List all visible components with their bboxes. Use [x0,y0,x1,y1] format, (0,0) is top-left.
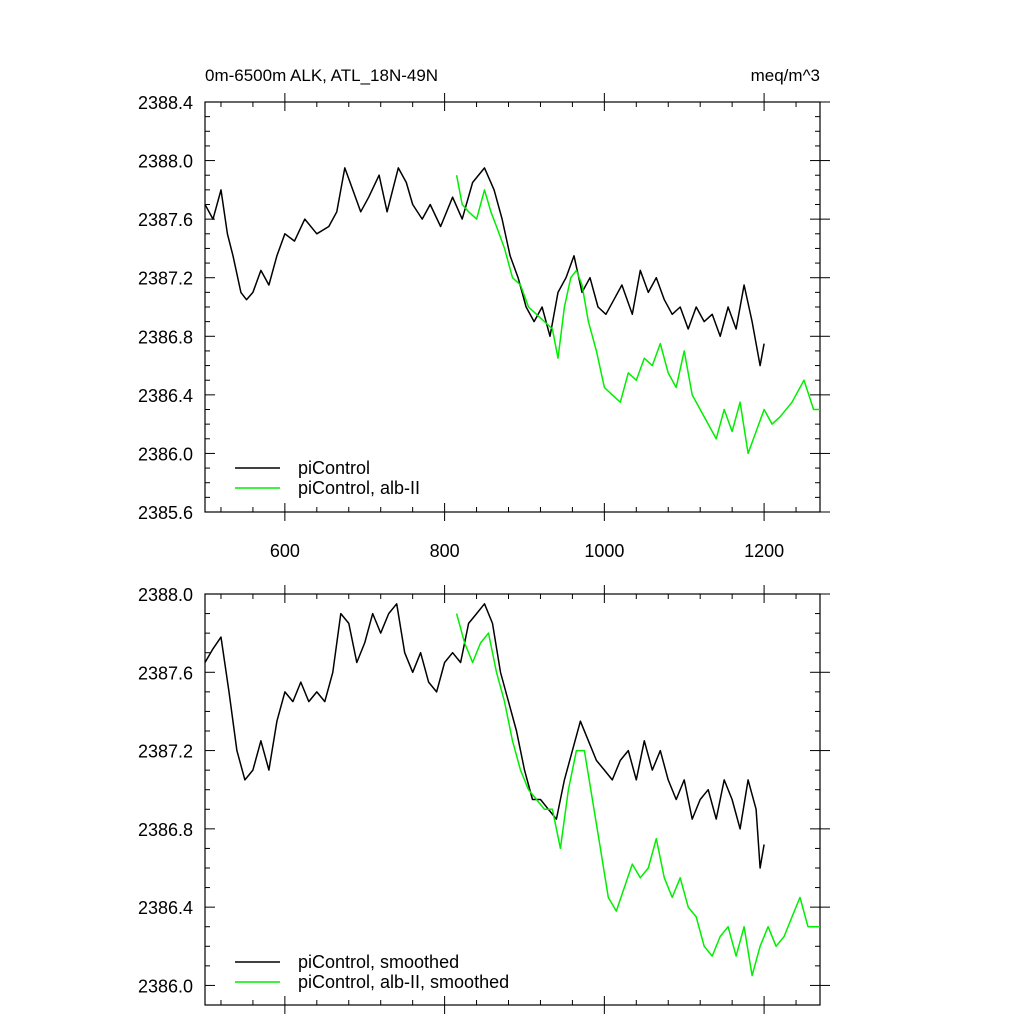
x-tick-label: 1000 [584,541,624,561]
y-tick-label: 2388.4 [138,93,193,113]
y-tick-label: 2386.0 [138,444,193,464]
legend-entry: piControl, alb-II, smoothed [298,972,509,992]
y-tick-label: 2387.6 [138,210,193,230]
units-label: meq/m^3 [751,66,820,85]
legend-entry: piControl, alb-II [298,478,420,498]
y-tick-label: 2388.0 [138,152,193,172]
y-tick-label: 2387.6 [138,663,193,683]
legend-entry: piControl, smoothed [298,952,459,972]
legend-entry: piControl [298,458,370,478]
y-tick-label: 2386.4 [138,898,193,918]
series-line-alb-ii [455,613,820,977]
y-tick-label: 2385.6 [138,503,193,523]
y-tick-label: 2388.0 [138,585,193,605]
chart-title: 0m-6500m ALK, ATL_18N-49N [205,66,438,85]
bottom-panel: 2386.0 2386.4 2386.8 2387.2 2387.6 2388.0 piCo… [138,585,830,1014]
x-tick-label: 600 [270,541,300,561]
series-line-picontrol [205,603,765,869]
x-tick-label: 1200 [744,541,784,561]
y-tick-label: 2386.8 [138,327,193,347]
series-line-alb-ii [455,175,820,455]
x-tick-label: 800 [430,541,460,561]
y-tick-label: 2386.8 [138,820,193,840]
series-line-picontrol [205,167,765,367]
y-tick-label: 2387.2 [138,742,193,762]
y-tick-label: 2386.4 [138,386,193,406]
plot-frame [204,593,821,1006]
top-panel: 600 800 1000 1200 2385.6 2386.0 2386.4 2386.8 23… [138,93,830,561]
y-tick-label: 2387.2 [138,269,193,289]
y-tick-label: 2386.0 [138,976,193,996]
